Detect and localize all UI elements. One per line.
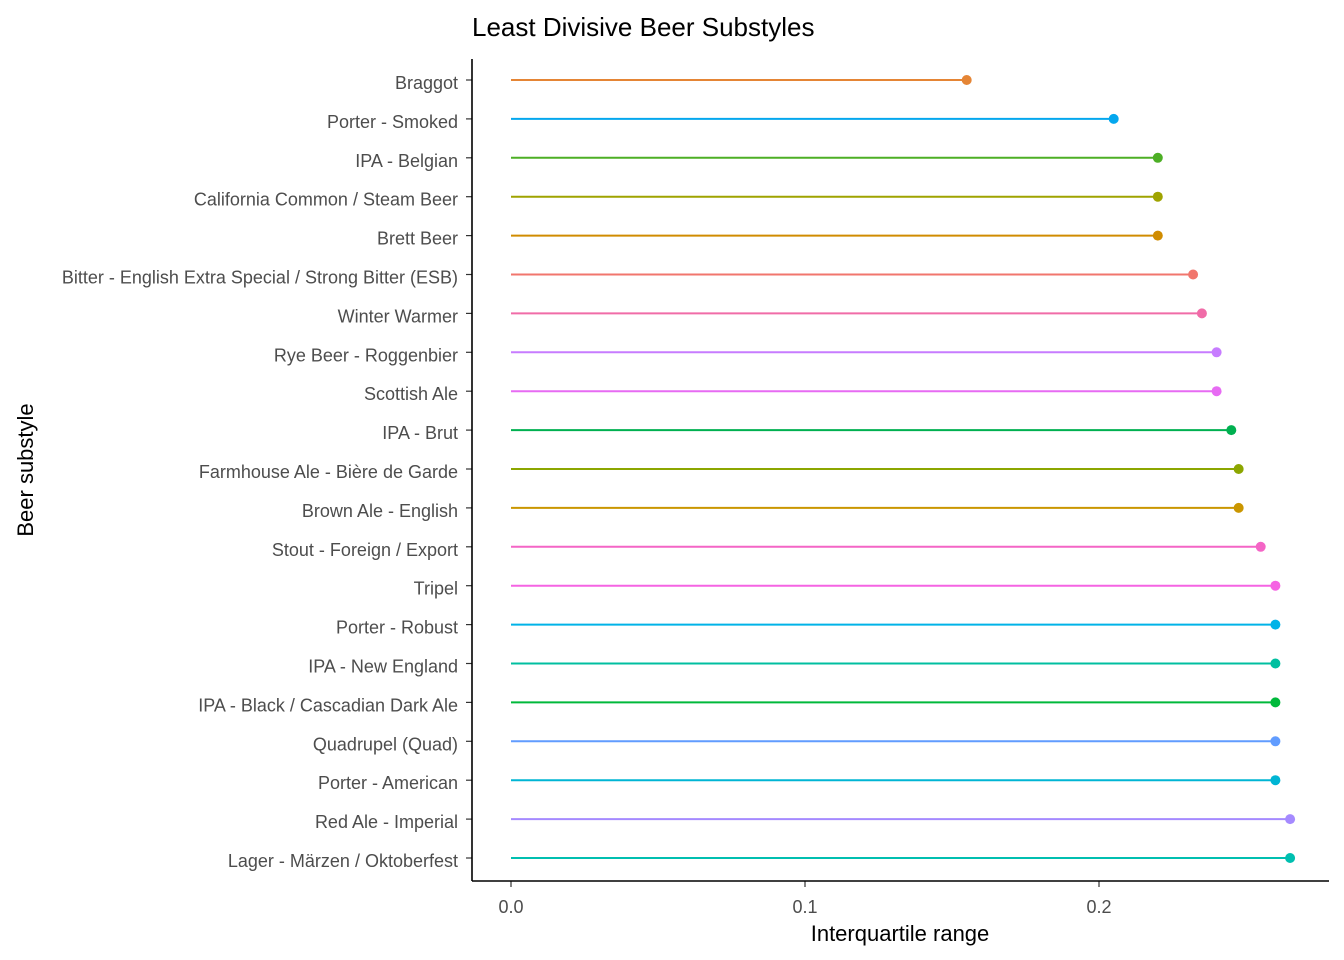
y-tick-label: Bitter - English Extra Special / Strong … [62,268,458,288]
y-tick-label: Farmhouse Ale - Bière de Garde [199,462,458,482]
lollipop-point [1108,113,1119,124]
y-tick-label: California Common / Steam Beer [194,190,458,210]
lollipop-point [1270,775,1281,786]
lollipop-point [1152,191,1163,202]
chart-title: Least Divisive Beer Substyles [472,12,814,42]
lollipop-point [1233,502,1244,513]
y-tick-label: Porter - Smoked [327,112,458,132]
x-tick-label: 0.1 [792,897,817,917]
lollipop-point [1211,347,1222,358]
y-tick-label: Porter - Robust [336,618,458,638]
lollipop-point [1188,269,1199,280]
y-tick-label: Tripel [414,579,458,599]
lollipop-point [1152,230,1163,241]
lollipop-point [1270,658,1281,669]
y-tick-label: IPA - Belgian [355,151,458,171]
y-tick-label: Red Ale - Imperial [315,812,458,832]
y-tick-label: Lager - Märzen / Oktoberfest [228,851,458,871]
lollipop-point [1270,619,1281,630]
chart-marks [511,75,1296,863]
x-tick-label: 0.2 [1086,897,1111,917]
y-tick-label: Porter - American [318,773,458,793]
y-tick-label: IPA - Black / Cascadian Dark Ale [198,695,458,715]
y-tick-label: Rye Beer - Roggenbier [274,345,458,365]
y-tick-label: IPA - New England [308,657,458,677]
y-tick-label: Scottish Ale [364,384,458,404]
y-tick-label: IPA - Brut [382,423,458,443]
y-tick-label: Quadrupel (Quad) [313,734,458,754]
lollipop-point [1233,464,1244,474]
y-tick-labels: Braggot Porter - Smoked IPA - Belgian Calif… [62,73,472,871]
lollipop-point [1270,697,1281,708]
lollipop-point [1285,814,1296,825]
y-tick-label: Brown Ale - English [302,501,458,521]
y-axis-title: Beer substyle [13,403,38,536]
lollipop-point [1270,580,1281,591]
lollipop-point [1255,541,1266,552]
x-tick-label: 0.0 [498,897,523,917]
lollipop-point [1196,308,1207,319]
y-tick-label: Braggot [395,73,458,93]
x-axis: 0.0 0.1 0.2 [498,881,1112,917]
y-tick-label: Stout - Foreign / Export [272,540,458,560]
x-axis-title: Interquartile range [811,921,990,946]
lollipop-point [1270,736,1281,747]
lollipop-point [1226,425,1237,436]
y-tick-label: Brett Beer [377,229,458,249]
lollipop-point [1152,152,1163,163]
lollipop-point [961,75,972,85]
lollipop-point [1211,386,1222,397]
lollipop-point [1285,853,1296,863]
y-tick-label: Winter Warmer [338,306,458,326]
